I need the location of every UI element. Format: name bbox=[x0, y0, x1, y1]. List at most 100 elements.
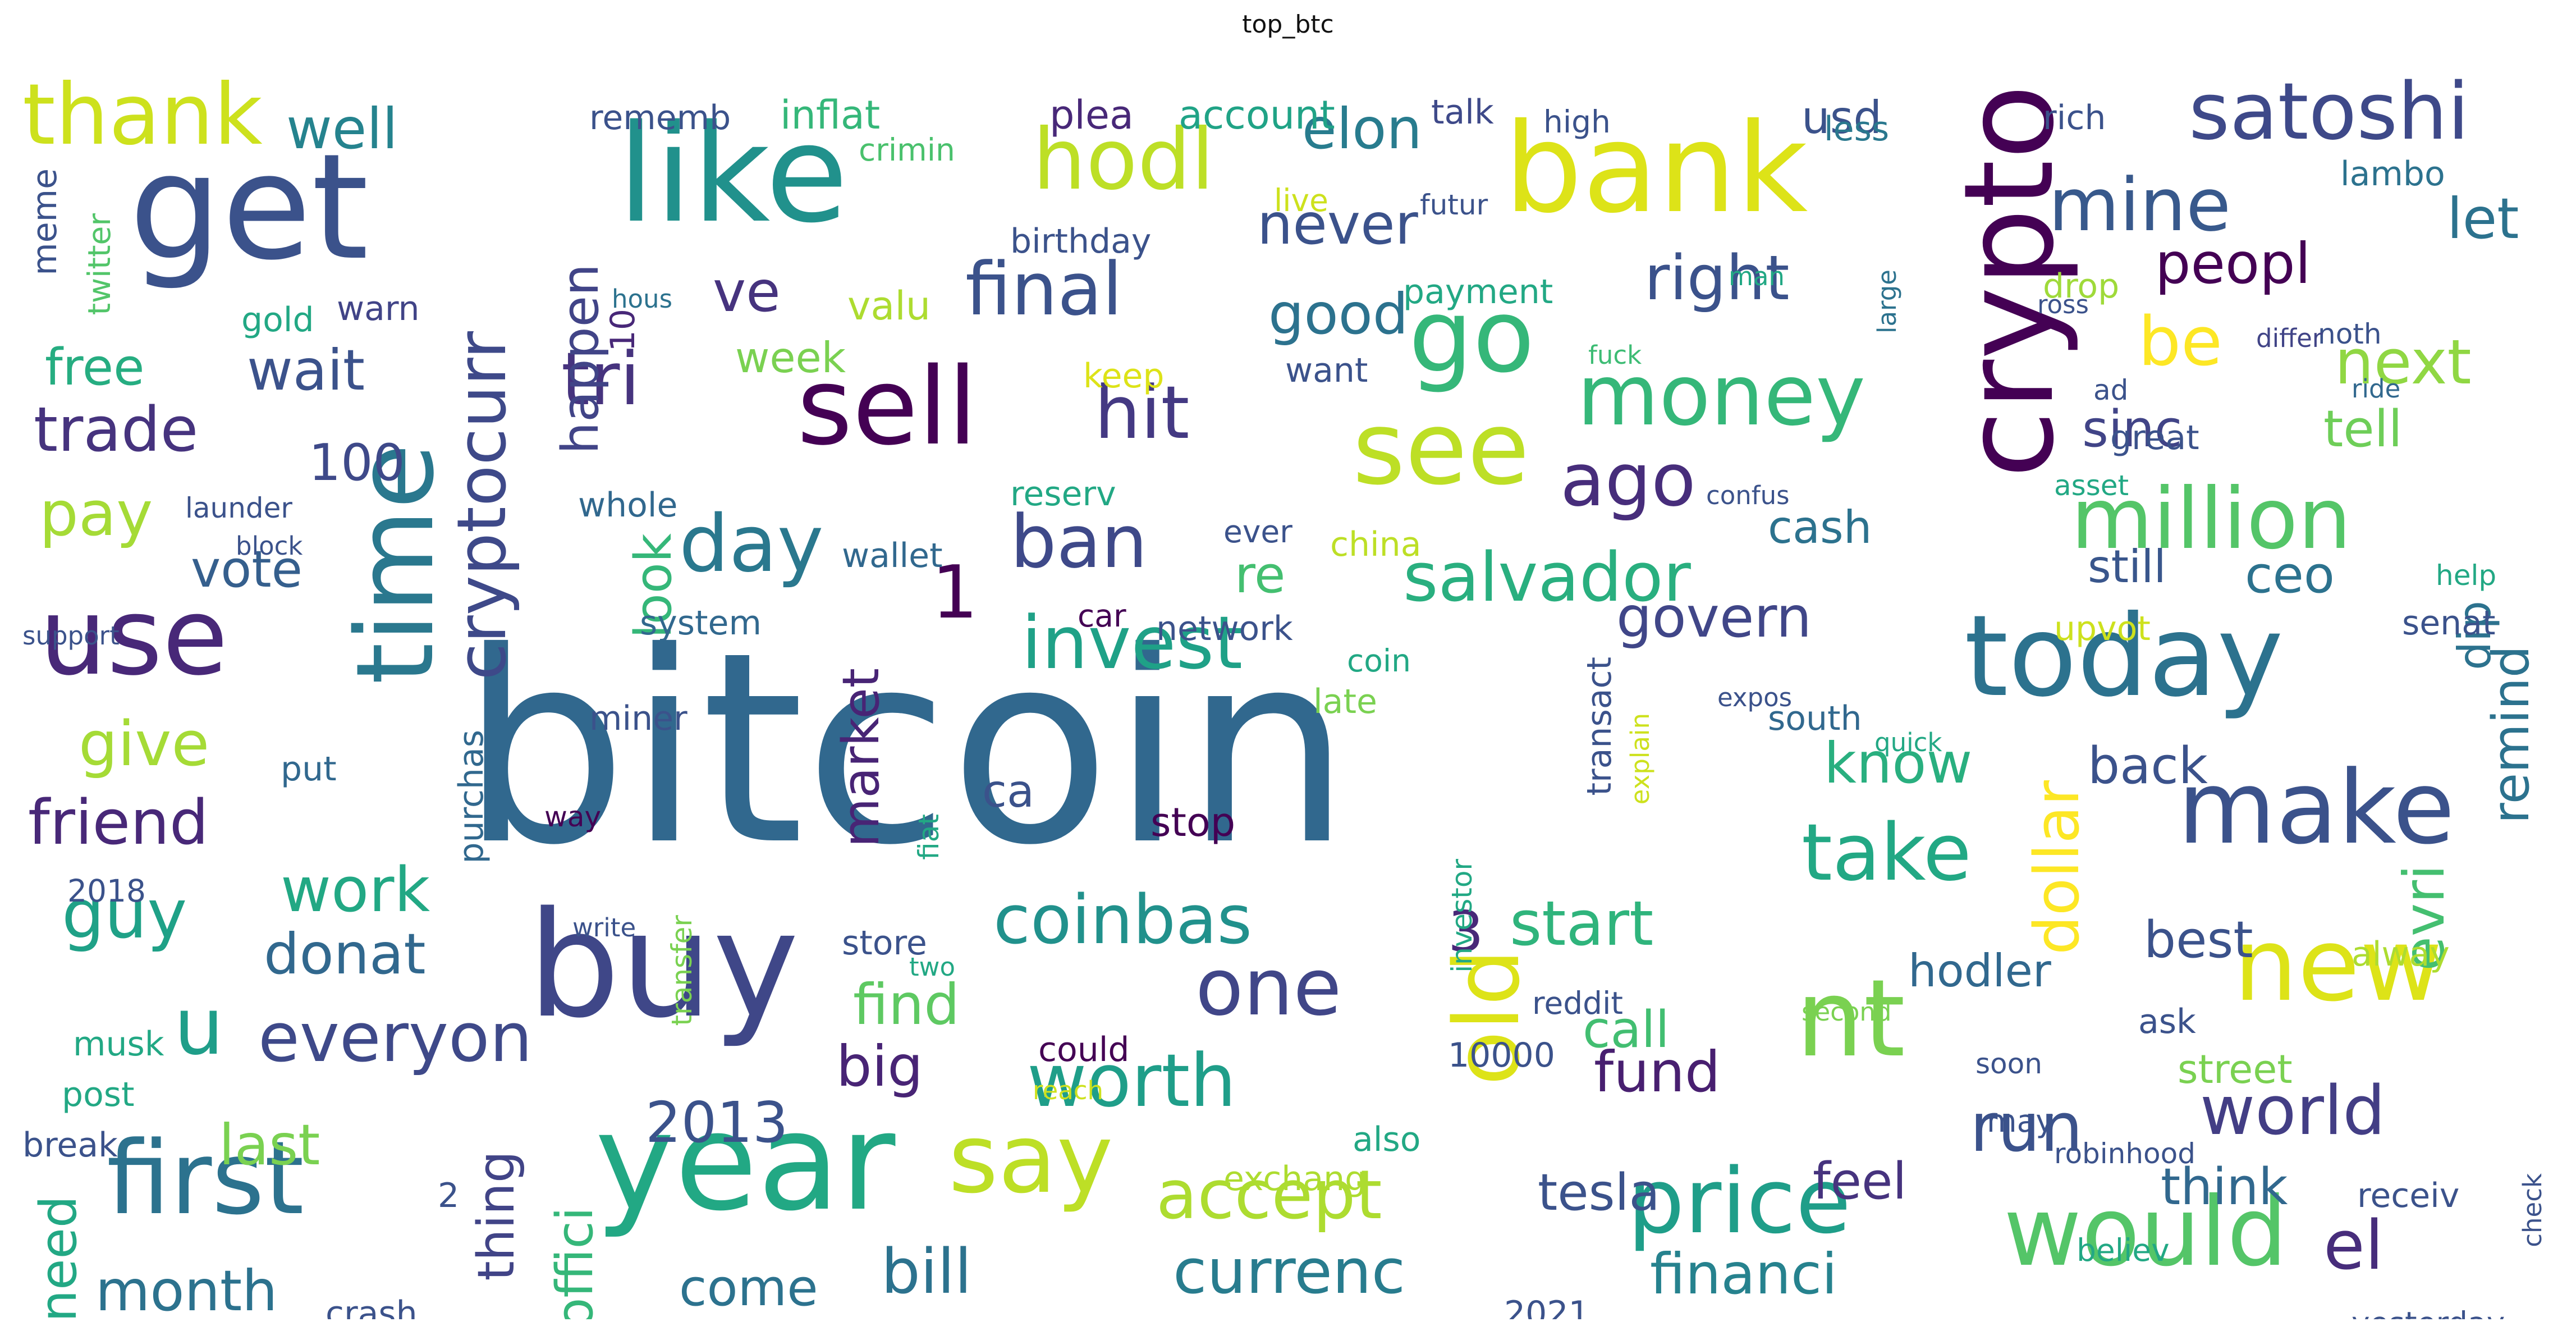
word-differ: differ bbox=[2256, 323, 2323, 353]
word-south: south bbox=[1768, 699, 1862, 738]
word-sell: sell bbox=[797, 345, 978, 469]
word-quick: quick bbox=[1874, 728, 1942, 757]
word-plea: plea bbox=[1049, 92, 1134, 138]
word-store: store bbox=[842, 923, 927, 963]
word-worth: worth bbox=[1027, 1038, 1236, 1123]
word-noth: noth bbox=[2318, 318, 2382, 350]
word-free: free bbox=[45, 338, 145, 397]
word-let: let bbox=[2447, 186, 2519, 251]
word-10000: 10000 bbox=[1448, 1036, 1555, 1075]
word-one: one bbox=[1195, 942, 1342, 1033]
word-great: great bbox=[2110, 418, 2199, 458]
word-less: less bbox=[1824, 109, 1890, 149]
word-system: system bbox=[640, 603, 762, 643]
word-explain: explain bbox=[1625, 713, 1655, 805]
word-mine: mine bbox=[2048, 162, 2231, 248]
word-guy: guy bbox=[62, 876, 187, 954]
word-block: block bbox=[236, 531, 303, 561]
word-big: big bbox=[836, 1033, 923, 1099]
word-like: like bbox=[617, 95, 849, 253]
word-go: go bbox=[1409, 278, 1535, 395]
word-year: year bbox=[595, 1083, 896, 1241]
word-think: think bbox=[2161, 1158, 2288, 1216]
word-today: today bbox=[1964, 591, 2284, 722]
word-warn: warn bbox=[337, 289, 420, 328]
word-fund: fund bbox=[1594, 1039, 1721, 1105]
word-car: car bbox=[1078, 598, 1126, 634]
word-whole: whole bbox=[578, 486, 678, 525]
word-invest: invest bbox=[1021, 600, 1243, 685]
word-crash: crash bbox=[326, 1294, 418, 1319]
word-2: 2 bbox=[438, 1176, 460, 1215]
word-day: day bbox=[679, 499, 824, 590]
word-work: work bbox=[281, 854, 430, 926]
word-sinc: sinc bbox=[2082, 400, 2183, 459]
word-futur: futur bbox=[1420, 189, 1488, 221]
word-ban: ban bbox=[1010, 499, 1148, 584]
word-ca: ca bbox=[982, 765, 1035, 817]
word-man: man bbox=[1729, 262, 1785, 291]
word-late: late bbox=[1313, 682, 1377, 721]
word-post: post bbox=[62, 1075, 135, 1114]
word-transfer: transfer bbox=[666, 915, 698, 1026]
word-reach: reach bbox=[1033, 1076, 1104, 1105]
word-reserv: reserv bbox=[1010, 474, 1116, 514]
word-write: write bbox=[572, 913, 636, 943]
word-talk: talk bbox=[1431, 93, 1494, 132]
word-first: first bbox=[107, 1120, 304, 1237]
word-check: check bbox=[2518, 1173, 2547, 1247]
word-re: re bbox=[1235, 546, 1286, 605]
word-robinhood: robinhood bbox=[2054, 1137, 2195, 1170]
word-give: give bbox=[79, 708, 210, 780]
word-yesterday: yesterday bbox=[2352, 1308, 2505, 1320]
word-ask: ask bbox=[2138, 1002, 2196, 1041]
word-payment: payment bbox=[1403, 272, 1553, 312]
word-rich: rich bbox=[2043, 98, 2106, 138]
word-happen: happen bbox=[551, 264, 610, 454]
word-ever: ever bbox=[1223, 514, 1292, 550]
word-coin: coin bbox=[1347, 643, 1411, 679]
word-usd: usd bbox=[1802, 92, 1882, 144]
word-run: run bbox=[1970, 1089, 2083, 1167]
word-second: second bbox=[1802, 997, 1892, 1027]
word-dollar: dollar bbox=[2021, 780, 2093, 955]
word-china: china bbox=[1330, 525, 1422, 564]
word-hous: hous bbox=[612, 284, 673, 314]
word-nt: nt bbox=[1796, 957, 1905, 1081]
word-street: street bbox=[2178, 1046, 2293, 1092]
word-new: new bbox=[2234, 907, 2443, 1024]
word-fuck: fuck bbox=[1588, 340, 1642, 370]
word-be: be bbox=[2138, 303, 2222, 381]
word-pay: pay bbox=[39, 478, 153, 550]
word-twitter: twitter bbox=[81, 213, 117, 315]
word-ceo: ceo bbox=[2245, 546, 2335, 605]
word-never: never bbox=[1257, 191, 1418, 257]
word-3: 3 bbox=[1448, 899, 1484, 964]
word-2018: 2018 bbox=[67, 873, 146, 909]
word-best: best bbox=[2144, 911, 2253, 969]
word-get: get bbox=[129, 123, 369, 292]
word-vote: vote bbox=[191, 540, 302, 599]
word-feel: feel bbox=[1813, 1152, 1907, 1211]
word-ago: ago bbox=[1560, 437, 1696, 523]
word-wallet: wallet bbox=[842, 536, 943, 575]
word-would: would bbox=[2004, 1177, 2288, 1288]
figure-title: top_btc bbox=[1242, 10, 1334, 39]
word-need: need bbox=[29, 1196, 88, 1319]
word-market: market bbox=[832, 668, 891, 848]
word-hodler: hodler bbox=[1908, 945, 2051, 997]
word-high: high bbox=[1543, 104, 1611, 140]
word-find: find bbox=[853, 972, 960, 1037]
word-still: still bbox=[2088, 541, 2166, 593]
word-wait: wait bbox=[247, 337, 365, 403]
word-peopl: peopl bbox=[2155, 231, 2311, 296]
word-say: say bbox=[948, 1104, 1113, 1215]
word-2013: 2013 bbox=[645, 1090, 789, 1155]
word-donat: donat bbox=[264, 921, 426, 987]
word-network: network bbox=[1156, 609, 1293, 648]
word-good: good bbox=[1268, 281, 1409, 347]
word-ride: ride bbox=[2352, 374, 2401, 404]
word-want: want bbox=[1285, 351, 1368, 390]
word-offici: offici bbox=[546, 1207, 604, 1319]
word-make: make bbox=[2178, 749, 2455, 867]
